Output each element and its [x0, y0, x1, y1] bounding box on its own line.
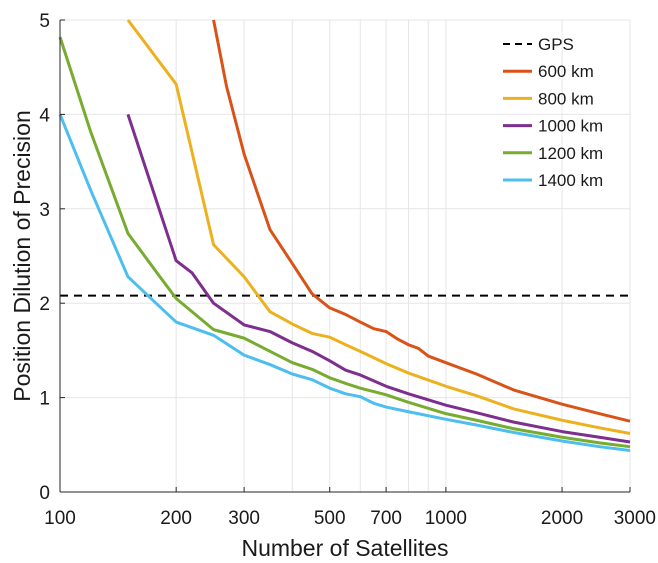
x-tick-label: 1000: [425, 508, 467, 529]
y-tick-label: 0: [39, 483, 50, 504]
series-line-600-km: [212, 19, 631, 423]
series-line-800-km: [126, 19, 631, 435]
series-line-1000-km: [126, 113, 631, 444]
legend: GPS 600 km 800 km 1000 km 1200 km 1400 km: [503, 35, 603, 190]
x-tick-label: 2000: [541, 508, 583, 529]
x-tick-label: 3000: [614, 508, 656, 529]
x-tick-label: 100: [44, 508, 76, 529]
legend-label: 1200 km: [538, 144, 603, 163]
x-axis-title: Number of Satellites: [241, 535, 448, 561]
legend-label: 800 km: [538, 89, 594, 108]
series-line-1400-km: [58, 113, 631, 452]
y-tick-label: 5: [39, 11, 50, 32]
y-tick-label: 4: [39, 105, 50, 126]
x-tick-label: 200: [160, 508, 192, 529]
series-line-1200-km: [58, 36, 631, 449]
legend-label: 1000 km: [538, 117, 603, 136]
y-axis-title: Position Dilution of Precision: [9, 110, 35, 401]
plot-area: [58, 19, 631, 452]
x-tick-label: 300: [228, 508, 260, 529]
y-tick-label: 2: [39, 294, 50, 315]
x-tick-label: 700: [370, 508, 402, 529]
y-tick-label: 1: [39, 389, 50, 410]
y-tick-label: 3: [39, 200, 50, 221]
legend-label: GPS: [538, 35, 574, 54]
legend-label: 1400 km: [538, 171, 603, 190]
x-tick-label: 500: [314, 508, 346, 529]
legend-label: 600 km: [538, 62, 594, 81]
axes: 0 1 2 3 4 5 100 200 300 500 700 1000 2000 3000: [39, 11, 656, 529]
